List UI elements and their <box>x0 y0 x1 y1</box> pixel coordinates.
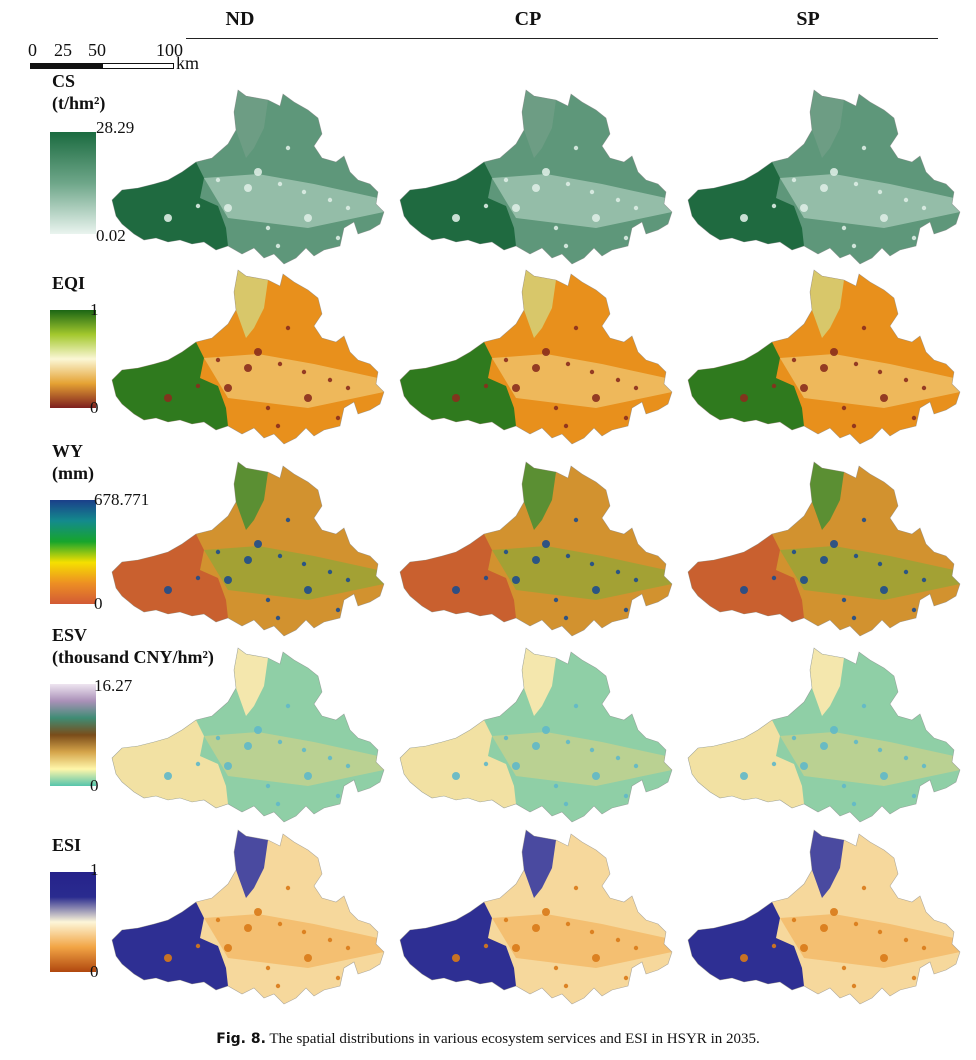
legend-title-cs: CS (t/hm²) <box>52 70 105 114</box>
legend-title-esv: ESV (thousand CNY/hm²) <box>52 624 214 668</box>
legend-min-wy: 0 <box>94 594 103 613</box>
legend-title-wy: WY (mm) <box>52 440 94 484</box>
map-wy-nd <box>108 460 388 640</box>
map-eqi-nd <box>108 268 388 448</box>
scale-bar-segment-white <box>102 63 174 69</box>
scale-unit: km <box>176 53 200 73</box>
legend-max-wy: 678.771 <box>94 490 150 509</box>
legend-title-esi: ESI <box>52 834 81 856</box>
legend-title-wy-name: WY <box>52 441 83 461</box>
scale-tick-0: 0 <box>28 40 37 60</box>
scale-tick-100: 100 <box>156 40 183 60</box>
column-header-sp: SP <box>796 8 820 30</box>
map-esi-nd <box>108 828 388 1008</box>
map-esi-cp <box>396 828 676 1008</box>
legend-title-cs-unit: (t/hm²) <box>52 93 106 113</box>
legend-ramp-cs <box>50 132 96 234</box>
legend-min-eqi: 0 <box>90 398 99 417</box>
map-esi-sp <box>684 828 964 1008</box>
map-cs-cp <box>396 88 676 268</box>
legend-max-esv: 16.27 <box>94 676 133 695</box>
map-esv-nd <box>108 646 388 826</box>
scale-bar: 0 25 50 100 km <box>28 40 218 80</box>
legend-title-esv-name: ESV <box>52 625 88 645</box>
scale-bar-segment-black <box>30 63 102 69</box>
map-wy-sp <box>684 460 964 640</box>
legend-ramp-esi <box>50 872 96 972</box>
column-header-nd: ND <box>225 8 255 30</box>
legend-max-cs: 28.29 <box>96 118 135 137</box>
map-cs-nd <box>108 88 388 268</box>
legend-ramp-esv <box>50 684 96 786</box>
figure-label: Fig. 8. <box>216 1031 266 1047</box>
legend-max-eqi: 1 <box>90 300 99 319</box>
legend-ramp-wy <box>50 500 96 604</box>
legend-min-esv: 0 <box>90 776 99 795</box>
scale-tick-50: 50 <box>88 40 106 60</box>
legend-ramp-eqi <box>50 310 96 408</box>
map-eqi-cp <box>396 268 676 448</box>
legend-title-wy-unit: (mm) <box>52 463 94 483</box>
map-esv-sp <box>684 646 964 826</box>
map-wy-cp <box>396 460 676 640</box>
legend-min-esi: 0 <box>90 962 99 981</box>
column-header-cp: CP <box>514 8 542 30</box>
header-rule <box>186 38 938 39</box>
legend-title-eqi-name: EQI <box>52 273 86 293</box>
scale-tick-25: 25 <box>54 40 72 60</box>
legend-title-esv-unit: (thousand CNY/hm²) <box>52 647 214 667</box>
map-esv-cp <box>396 646 676 826</box>
figure-caption-text: The spatial distributions in various eco… <box>269 1031 760 1047</box>
legend-title-eqi: EQI <box>52 272 85 294</box>
legend-title-esi-name: ESI <box>52 835 82 855</box>
figure-caption: Fig. 8. The spatial distributions in var… <box>0 1031 976 1048</box>
map-eqi-sp <box>684 268 964 448</box>
map-cs-sp <box>684 88 964 268</box>
legend-min-cs: 0.02 <box>96 226 126 245</box>
legend-max-esi: 1 <box>90 860 99 879</box>
legend-title-cs-name: CS <box>52 71 76 91</box>
